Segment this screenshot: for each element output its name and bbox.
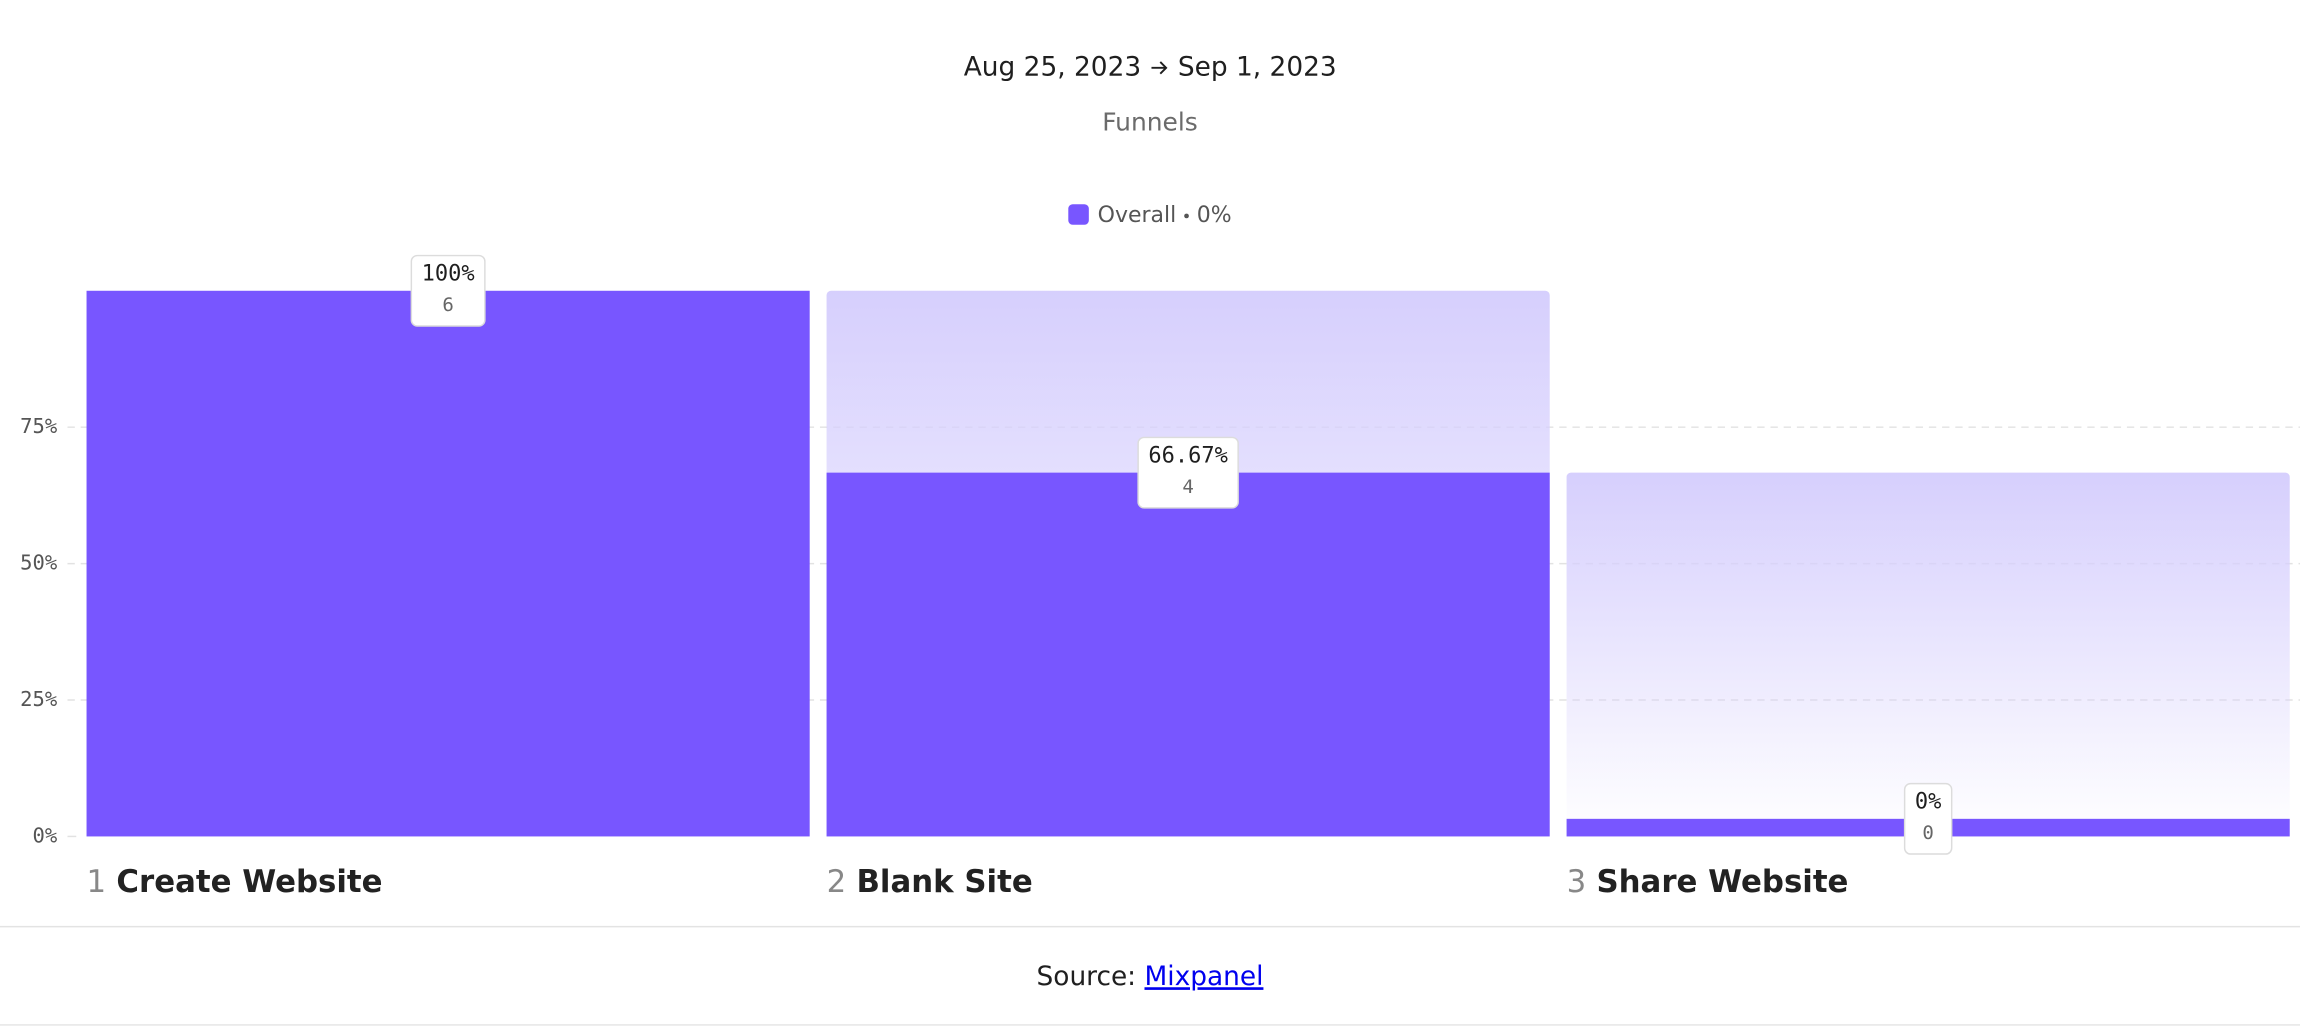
value-label-count: 6 <box>442 294 453 316</box>
value-label-percent: 100% <box>422 262 475 287</box>
value-label-box <box>1137 436 1239 509</box>
value-label-box <box>1903 782 1953 855</box>
source-label: Source: <box>1037 961 1137 992</box>
y-tick-label: 25% <box>20 687 58 711</box>
legend-label: Overall <box>1098 203 1177 228</box>
legend-overall: 0% <box>1197 203 1232 228</box>
value-label-box <box>410 254 486 327</box>
value-label-count: 4 <box>1182 476 1193 498</box>
step-label: Blank Site <box>856 864 1032 900</box>
date-arrow <box>1151 61 1168 75</box>
legend: Overall 0% <box>1068 203 1232 228</box>
step-label: Create Website <box>116 864 382 900</box>
value-label-count: 0 <box>1922 822 1933 844</box>
date-end: Sep 1, 2023 <box>1178 51 1337 82</box>
value-label-percent: 0% <box>1915 790 1941 815</box>
y-tick-label: 75% <box>20 414 58 438</box>
bar <box>86 290 810 837</box>
step-number: 3 <box>1567 864 1587 900</box>
step-number: 1 <box>87 864 107 900</box>
previous-step-bar <box>1566 472 2290 837</box>
plot: 100% 6 1 Create Website 66.67% 4 2 Blank Site 0%… <box>86 254 2290 900</box>
y-tick-label: 50% <box>20 551 58 575</box>
source: Source: Mixpanel <box>1037 961 1264 992</box>
y-tick-label: 0% <box>33 823 58 847</box>
value-label: 66.67% 4 <box>1137 436 1239 509</box>
date-start: Aug 25, 2023 <box>964 51 1141 82</box>
bar <box>826 472 1550 837</box>
value-label-percent: 66.67% <box>1148 444 1227 469</box>
value-label: 0%0 <box>1903 782 1953 855</box>
chart-title: Funnels <box>1102 108 1198 137</box>
source-link[interactable]: Mixpanel <box>1144 961 1263 992</box>
legend-separator <box>1184 213 1189 219</box>
step-number: 2 <box>827 864 847 900</box>
step-label: Share Website <box>1596 864 1848 900</box>
value-label: 100% 6 <box>410 254 486 327</box>
legend-swatch <box>1068 204 1089 225</box>
